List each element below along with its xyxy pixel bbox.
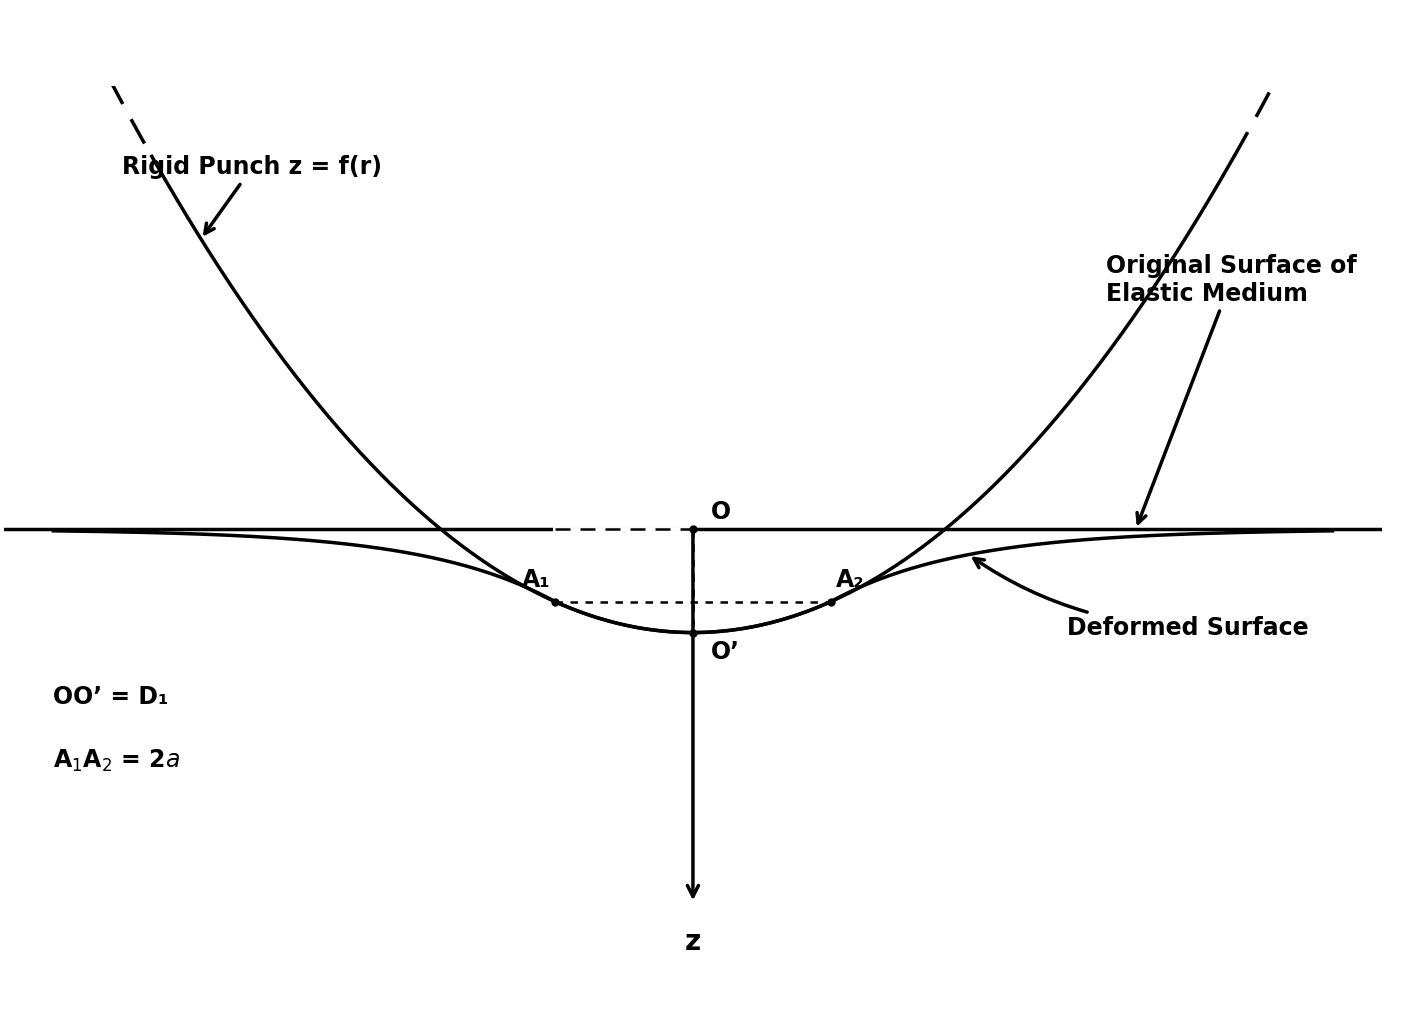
- Text: A$_1$A$_2$ = 2$a$: A$_1$A$_2$ = 2$a$: [54, 747, 180, 774]
- Text: O: O: [711, 500, 731, 525]
- Text: A₂: A₂: [836, 568, 864, 592]
- Text: Original Surface of
Elastic Medium: Original Surface of Elastic Medium: [1107, 254, 1357, 523]
- Text: z: z: [684, 928, 701, 956]
- Text: Rigid Punch z = f(r): Rigid Punch z = f(r): [122, 155, 383, 234]
- Text: OO’ = D₁: OO’ = D₁: [54, 684, 169, 709]
- Text: A₁: A₁: [521, 568, 550, 592]
- Text: O’: O’: [711, 640, 740, 665]
- Text: Deformed Surface: Deformed Surface: [973, 559, 1308, 640]
